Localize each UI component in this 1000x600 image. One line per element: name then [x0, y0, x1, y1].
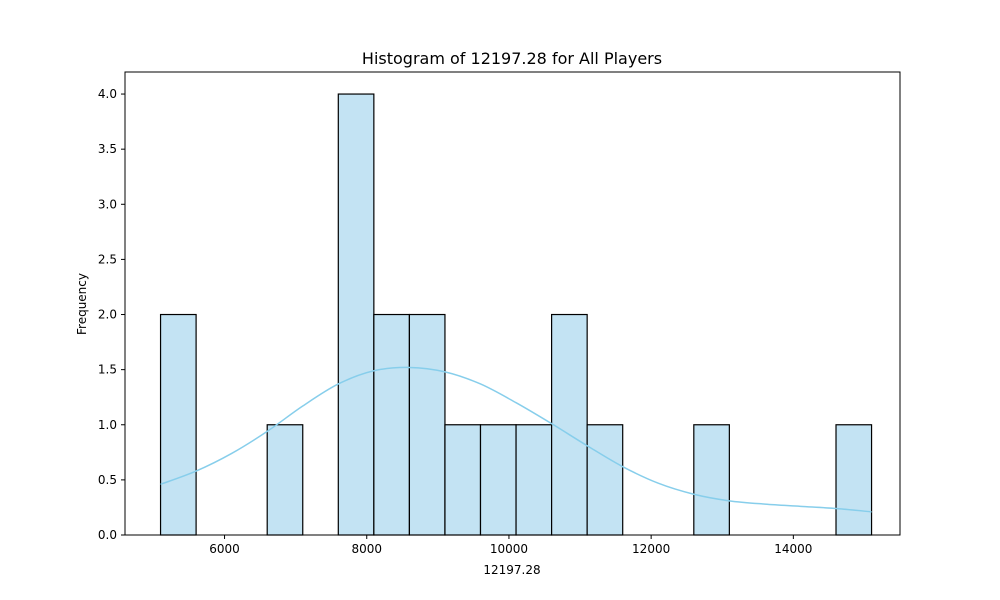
y-tick-label: 3.5	[98, 142, 117, 156]
y-tick-label: 1.0	[98, 418, 117, 432]
histogram-bar	[373, 313, 411, 536]
x-axis-label: 12197.28	[483, 563, 540, 577]
x-tick-label: 12000	[632, 542, 670, 556]
y-tick-label: 1.5	[98, 363, 117, 377]
histogram-bar	[586, 424, 624, 536]
histogram-bar	[408, 313, 446, 536]
bars-group	[159, 93, 873, 536]
x-tick-label: 6000	[209, 542, 240, 556]
histogram-bar	[551, 313, 588, 536]
x-tick-label: 10000	[490, 542, 528, 556]
x-tick-label: 14000	[774, 542, 812, 556]
chart-title: Histogram of 12197.28 for All Players	[362, 49, 662, 68]
y-tick-label: 0.5	[98, 473, 117, 487]
histogram-bar	[479, 424, 517, 536]
y-tick-label: 2.5	[98, 252, 117, 266]
histogram-bar	[835, 424, 873, 536]
histogram-bar	[515, 424, 553, 536]
histogram-bar	[159, 313, 197, 536]
y-tick-label: 4.0	[98, 87, 117, 101]
y-tick-label: 0.0	[98, 528, 117, 542]
kde-line	[160, 366, 872, 513]
y-tick-label: 2.0	[98, 308, 117, 322]
histogram-bar	[693, 424, 730, 536]
x-tick-label: 8000	[351, 542, 382, 556]
histogram-bar	[337, 93, 375, 536]
y-axis-label: Frequency	[75, 273, 89, 335]
y-tick-label: 3.0	[98, 197, 117, 211]
histogram-bar	[444, 424, 482, 536]
histogram-bar	[266, 424, 304, 536]
y-axis-ticks: 0.0 0.5 1.0 1.5 2.0 2.5 3.0 3.5 4.0	[98, 87, 125, 542]
plot-frame	[124, 71, 901, 536]
x-axis-ticks: 6000 8000 10000 12000 14000	[209, 535, 812, 556]
